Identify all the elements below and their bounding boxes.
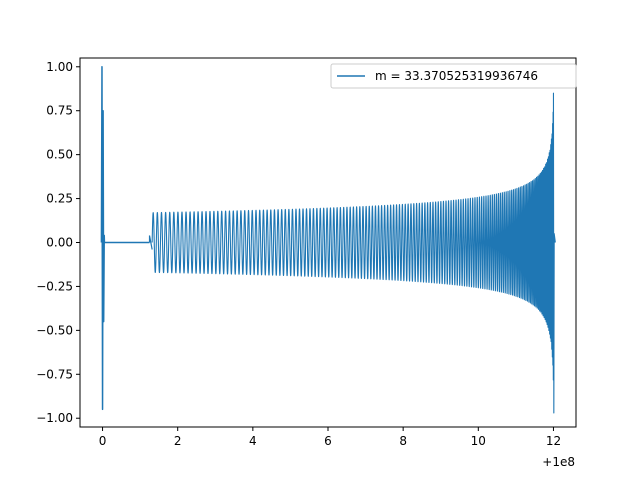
x-tick-label: 2: [174, 434, 182, 448]
y-tick-label: −0.25: [36, 279, 73, 293]
y-tick-label: 1.00: [46, 60, 73, 74]
legend-box: [330, 63, 577, 89]
series-oscillation: [151, 92, 556, 414]
y-tick-label: 0.75: [46, 104, 73, 118]
y-tick-label: −0.50: [36, 323, 73, 337]
y-tick-label: 0.50: [46, 148, 73, 162]
x-tick-label: 4: [249, 434, 257, 448]
y-tick-label: 0.25: [46, 192, 73, 206]
y-tick-label: 0.00: [46, 236, 73, 250]
y-tick-label: −1.00: [36, 411, 73, 425]
series-initial-spike: [100, 66, 106, 411]
x-tick-label: 10: [471, 434, 486, 448]
x-tick-label: 12: [546, 434, 561, 448]
legend-label: m = 33.370525319936746: [375, 69, 538, 83]
series-ramp: [148, 235, 153, 250]
x-offset-label: +1e8: [542, 455, 575, 469]
y-tick-label: −0.75: [36, 367, 73, 381]
plot-area: [100, 66, 556, 414]
ticks: 0 2 4 6 8 10 12 −1.00 −0.75 −0.50 −0.25 0.00 0.25 0.5…: [36, 60, 561, 448]
x-tick-label: 8: [399, 434, 407, 448]
legend: m = 33.370525319936746: [330, 63, 577, 89]
x-tick-label: 0: [99, 434, 107, 448]
x-tick-label: 6: [324, 434, 332, 448]
